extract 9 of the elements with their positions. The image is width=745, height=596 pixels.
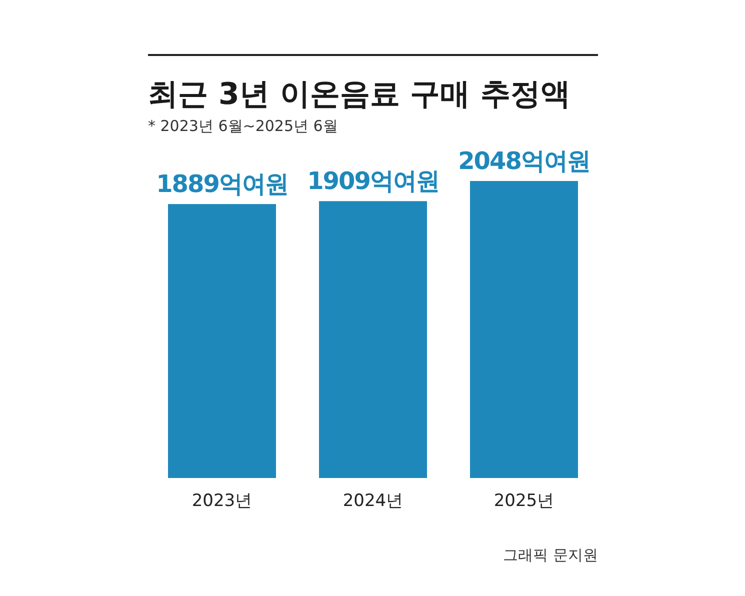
x-tick-label: 2025년 <box>494 491 554 511</box>
x-tick-label: 2024년 <box>342 491 404 511</box>
data-label: 1909억여원 <box>307 167 439 196</box>
x-tick-label: 2023년 <box>192 491 252 511</box>
data-label: 2048억여원 <box>458 147 590 175</box>
chart-subtitle: * 2023년 6월~2025년 6월 <box>148 117 338 135</box>
text: 그래픽 문지원 <box>503 546 598 564</box>
chart-title: 최근 3년 이온음료 구매 추정액 <box>148 77 571 112</box>
data-label: 1889억여원 <box>156 170 288 198</box>
